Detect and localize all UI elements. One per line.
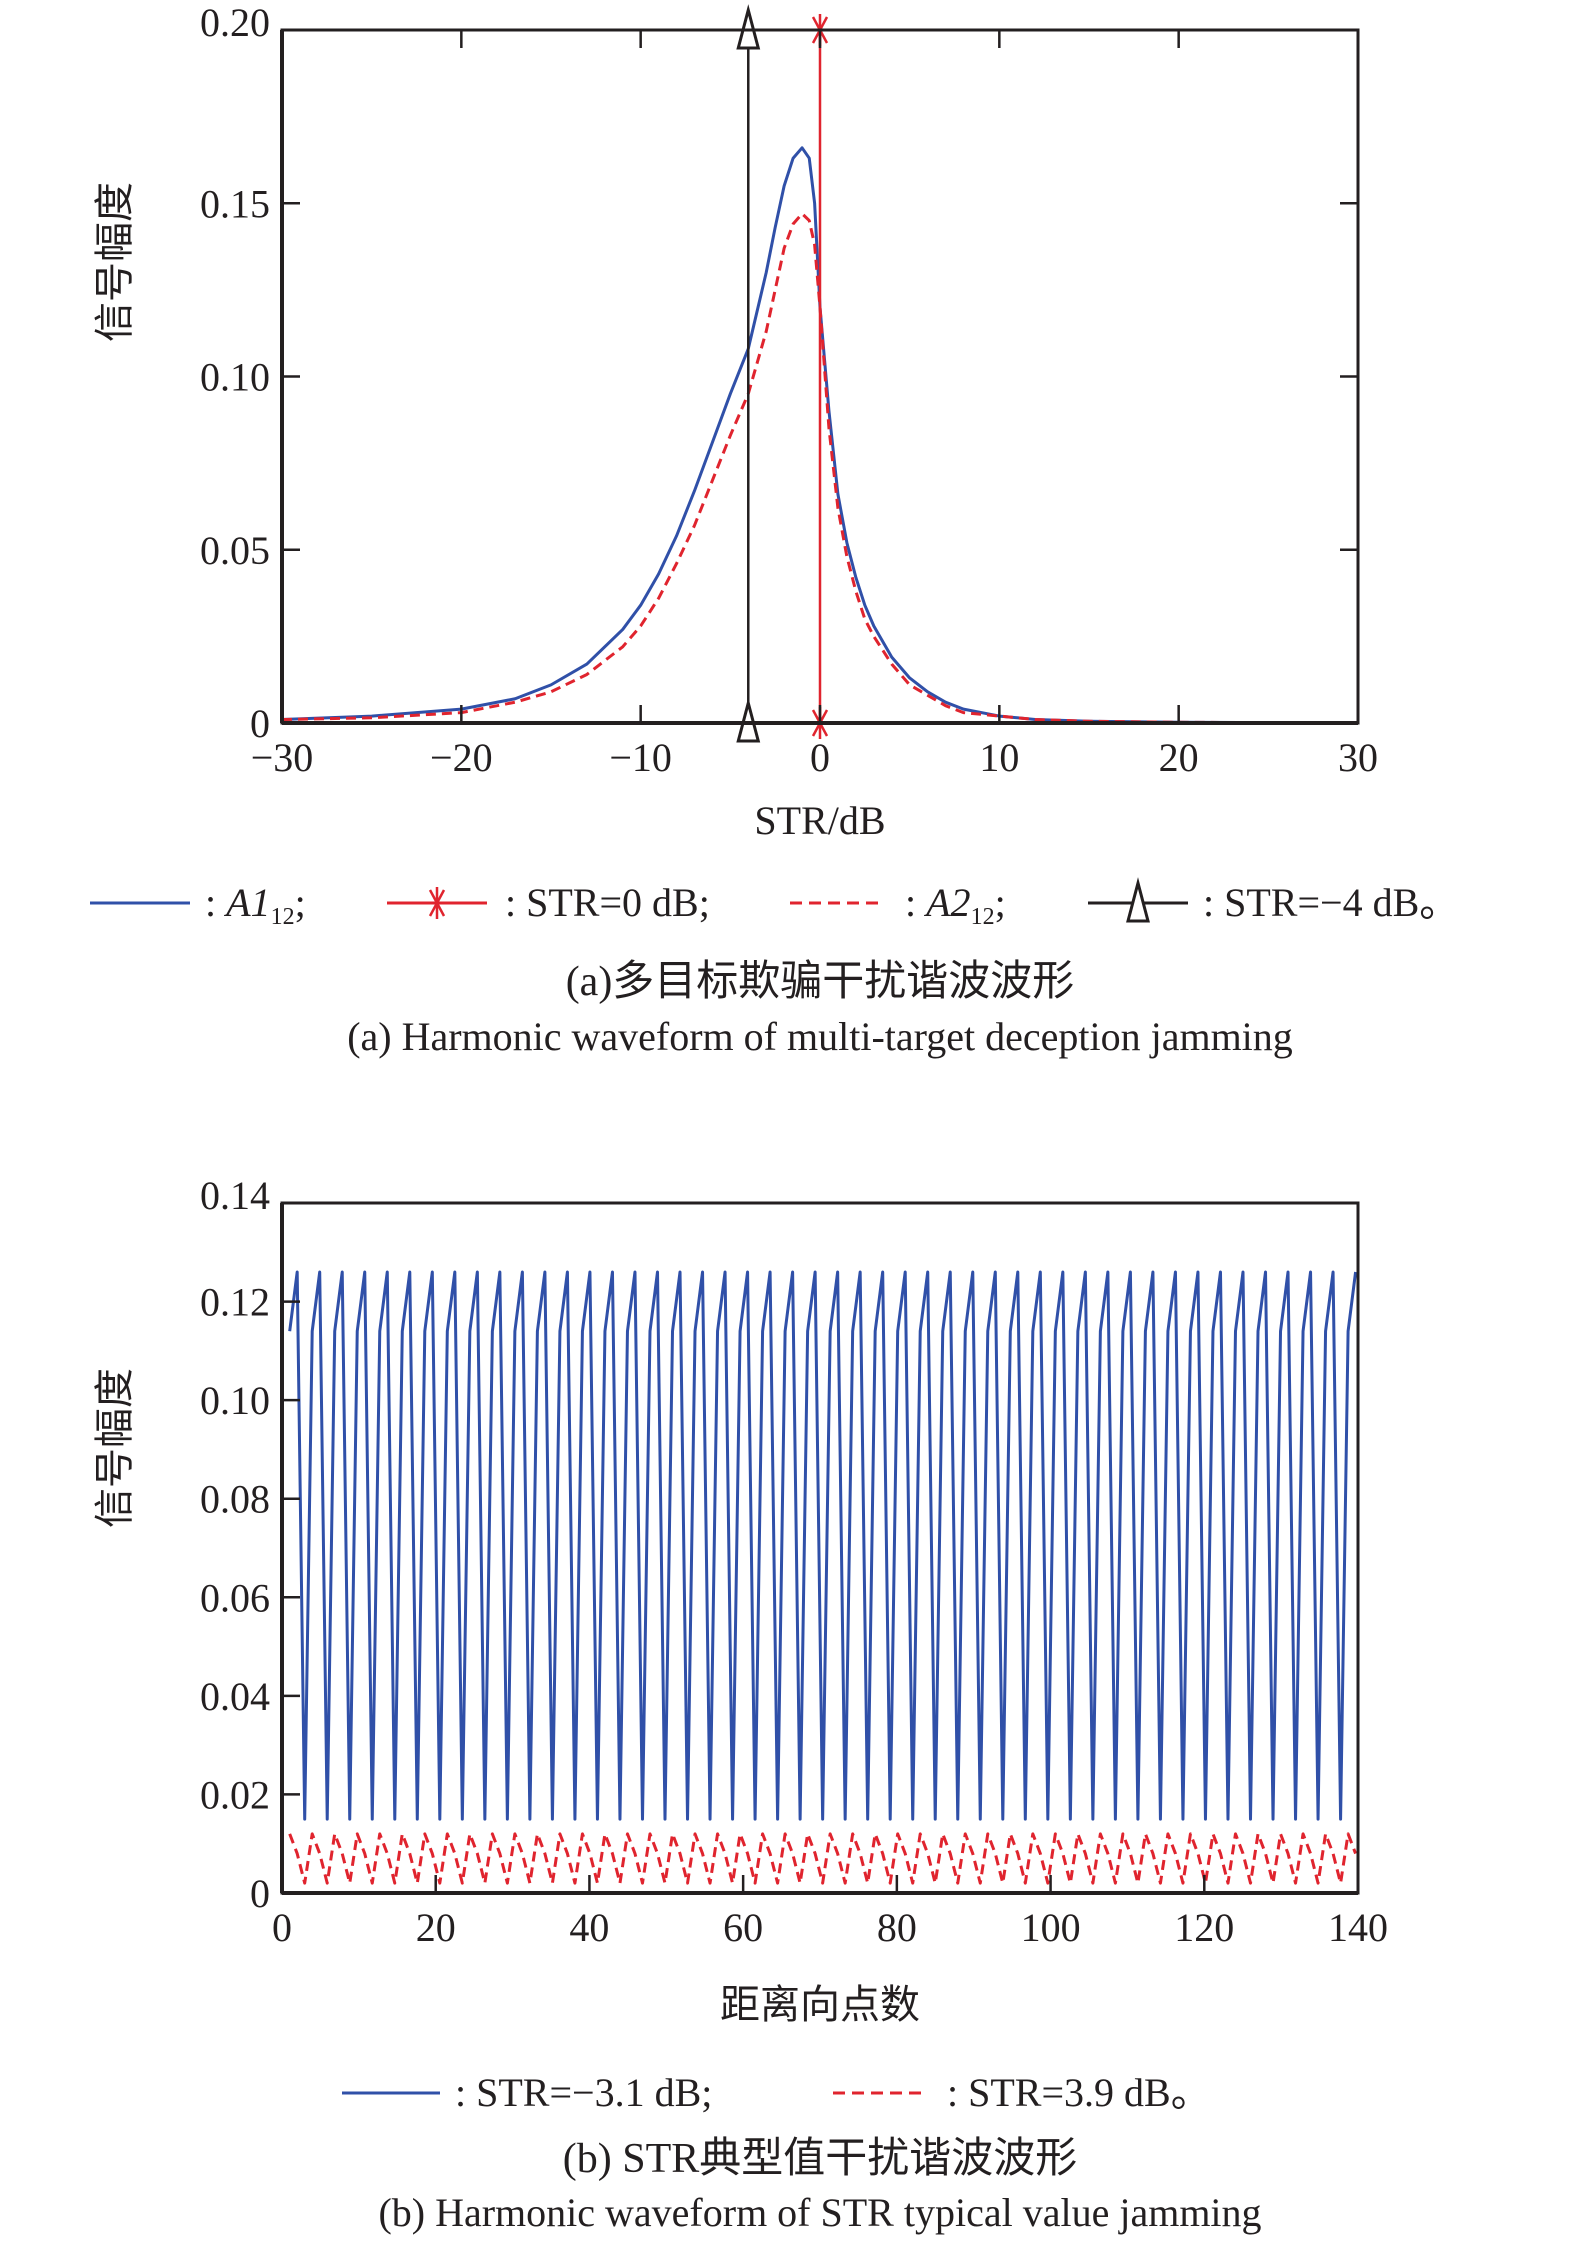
x-tick-label: 0 <box>810 735 830 780</box>
series-line-a2-12 <box>282 212 1358 725</box>
x-tick-label: 60 <box>723 1905 763 1950</box>
x-tick-label: 0 <box>272 1905 292 1950</box>
series-line-a1-12 <box>282 146 1358 725</box>
y-tick-label: 0.15 <box>200 181 270 226</box>
legend-item-a1: : A112; <box>90 880 306 930</box>
x-tick-label: 10 <box>979 735 1019 780</box>
legend-label-a2: : A212; <box>905 880 1006 930</box>
asterisk-marker-icon <box>428 887 446 919</box>
x-tick-label: 80 <box>877 1905 917 1950</box>
y-tick-label: 0.20 <box>200 0 270 45</box>
legend-item-str39: : STR=3.9 dB。 <box>833 2070 1211 2115</box>
legend-label-strm31: : STR=−3.1 dB; <box>455 2070 712 2115</box>
x-tick-labels-b: 0 20 40 60 80 100 120 140 <box>272 1905 1388 1950</box>
plot-area-a <box>280 4 1360 743</box>
legend-label-str0: : STR=0 dB; <box>505 880 710 925</box>
plot-area-b <box>280 1201 1360 1895</box>
legend-label-str39: : STR=3.9 dB。 <box>947 2070 1211 2115</box>
y-tick-label: 0.10 <box>200 1378 270 1423</box>
x-tick-labels-a: −30 −20 −10 0 10 20 30 <box>251 735 1378 780</box>
y-tick-label: 0.10 <box>200 355 270 400</box>
x-tick-label: 30 <box>1338 735 1378 780</box>
y-tick-label: 0 <box>250 701 270 746</box>
legend-label-a1: : A112; <box>205 880 306 930</box>
legend-label-strm4: : STR=−4 dB。 <box>1203 880 1459 925</box>
x-axis-label-a: STR/dB <box>754 798 885 843</box>
series-line-str-3-1-db <box>288 1270 1358 1821</box>
y-tick-labels-a: 0 0.05 0.10 0.15 0.20 <box>200 0 270 746</box>
y-axis-label-a: 信号幅度 <box>92 182 137 342</box>
legend-a: : A112; : STR=0 dB; : A212; : STR=−4 dB。 <box>90 877 1459 930</box>
x-tick-label: 20 <box>416 1905 456 1950</box>
caption-en-b: (b) Harmonic waveform of STR typical val… <box>378 2190 1261 2235</box>
x-axis-label-b: 距离向点数 <box>720 1982 920 2027</box>
y-tick-label: 0.02 <box>200 1772 270 1817</box>
x-tick-label: 120 <box>1174 1905 1234 1950</box>
x-tick-label: 20 <box>1159 735 1199 780</box>
y-tick-labels-b: 0 0.02 0.04 0.06 0.08 0.10 0.12 0.14 <box>200 1173 270 1916</box>
x-tick-label: −20 <box>430 735 493 780</box>
chart-panel-a: 0 0.05 0.10 0.15 0.20 −30 −20 −10 0 10 20 30 STR/d… <box>90 0 1459 1059</box>
chart-panel-b: 0 0.02 0.04 0.06 0.08 0.10 0.12 0.14 0 20 40 60 80 1… <box>92 1173 1388 2235</box>
legend-item-str0: : STR=0 dB; <box>387 880 710 925</box>
series-line-str-3-9-db <box>288 1832 1357 1885</box>
y-tick-label: 0.04 <box>200 1674 270 1719</box>
y-tick-label: 0.05 <box>200 528 270 573</box>
y-tick-label: 0.06 <box>200 1575 270 1620</box>
x-tick-label: −10 <box>609 735 672 780</box>
caption-cn-a: (a)多目标欺骗干扰谐波波形 <box>566 959 1075 1005</box>
x-tick-label: 140 <box>1328 1905 1388 1950</box>
triangle-marker-icon <box>1126 877 1150 923</box>
y-tick-label: 0.08 <box>200 1477 270 1522</box>
x-tick-label: 40 <box>569 1905 609 1950</box>
legend-item-strm4: : STR=−4 dB。 <box>1088 877 1459 925</box>
y-tick-label: 0.12 <box>200 1280 270 1325</box>
y-tick-label: 0.14 <box>200 1173 270 1218</box>
legend-b: : STR=−3.1 dB; : STR=3.9 dB。 <box>342 2070 1211 2115</box>
legend-item-a2: : A212; <box>790 880 1006 930</box>
legend-item-strm31: : STR=−3.1 dB; <box>342 2070 712 2115</box>
y-axis-label-b: 信号幅度 <box>92 1368 137 1528</box>
y-tick-label: 0 <box>250 1871 270 1916</box>
x-tick-label: −30 <box>251 735 314 780</box>
caption-en-a: (a) Harmonic waveform of multi-target de… <box>347 1014 1293 1059</box>
x-tick-label: 100 <box>1021 1905 1081 1950</box>
caption-cn-b: (b) STR典型值干扰谐波波形 <box>563 2136 1078 2182</box>
